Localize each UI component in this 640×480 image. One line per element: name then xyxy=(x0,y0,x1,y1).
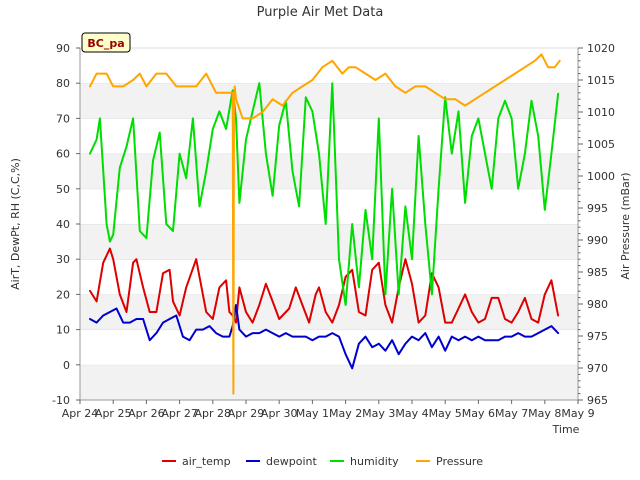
x-tick-label: May 3 xyxy=(362,407,395,420)
y2-tick-label: 1005 xyxy=(587,138,615,151)
x-tick-label: May 1 xyxy=(296,407,329,420)
grid-band xyxy=(80,259,578,295)
x-tick-label: Apr 30 xyxy=(261,407,298,420)
y-tick-label: 0 xyxy=(63,359,70,372)
x-tick-label: Apr 25 xyxy=(95,407,132,420)
legend-label-air-temp: air_temp xyxy=(182,455,231,468)
x-tick-label: May 5 xyxy=(429,407,462,420)
x-tick-label: May 6 xyxy=(462,407,495,420)
y2-tick-label: 985 xyxy=(587,266,608,279)
x-tick-label: Apr 26 xyxy=(128,407,165,420)
y2-tick-label: 1020 xyxy=(587,42,615,55)
x-tick-label: Apr 27 xyxy=(161,407,198,420)
legend: air_temp dewpoint humidity Pressure xyxy=(162,455,483,468)
y-tick-label: -10 xyxy=(52,394,70,407)
y2-tick-label: 1015 xyxy=(587,74,615,87)
x-tick-label: May 2 xyxy=(329,407,362,420)
y2-tick-label: 975 xyxy=(587,330,608,343)
series-line-air-temp xyxy=(89,247,560,324)
series-line-dewpoint xyxy=(89,304,560,370)
series-lines xyxy=(89,53,561,395)
grid-band xyxy=(80,224,578,260)
x-tick-label: Apr 29 xyxy=(228,407,265,420)
x-tick-label: May 8 xyxy=(528,407,561,420)
grid-band xyxy=(80,83,578,119)
y-tick-label: 60 xyxy=(56,148,70,161)
site-badge: BC_pa xyxy=(81,32,131,53)
y2-axis-ticks: 965 970 975 980 985 990 995 1000 1005 1010 1015 102… xyxy=(578,42,615,407)
y-tick-label: 70 xyxy=(56,112,70,125)
chart-title: Purple Air Met Data xyxy=(257,5,384,20)
grid-bands xyxy=(80,47,578,400)
grid-band xyxy=(80,188,578,224)
y-axis-ticks: -10 0 10 20 30 40 50 60 70 80 90 xyxy=(52,42,80,407)
site-badge-label: BC_pa xyxy=(87,37,124,50)
y-tick-label: 80 xyxy=(56,77,70,90)
x-tick-label: May 7 xyxy=(495,407,528,420)
y2-tick-label: 1010 xyxy=(587,106,615,119)
y2-tick-label: 970 xyxy=(587,362,608,375)
x-axis-label: Time xyxy=(552,423,580,436)
grid-band xyxy=(80,364,578,400)
y-tick-label: 90 xyxy=(56,42,70,55)
y2-tick-label: 990 xyxy=(587,234,608,247)
series-line-humidity xyxy=(89,82,560,306)
y-tick-label: 10 xyxy=(56,324,70,337)
y-tick-label: 20 xyxy=(56,288,70,301)
y-tick-label: 30 xyxy=(56,253,70,266)
x-tick-label: May 9 xyxy=(561,407,594,420)
y2-axis-label: Air Pressure (mBar) xyxy=(619,172,632,279)
series-line-pressure xyxy=(89,53,561,395)
legend-label-dewpoint: dewpoint xyxy=(266,455,317,468)
x-tick-label: May 4 xyxy=(395,407,428,420)
y-axis-label: AirT, DewPt, RH (C,C,%) xyxy=(9,158,22,290)
legend-label-humidity: humidity xyxy=(350,455,399,468)
grid-band xyxy=(80,48,578,84)
x-tick-label: Apr 24 xyxy=(62,407,99,420)
y2-tick-label: 980 xyxy=(587,298,608,311)
y-tick-label: 50 xyxy=(56,183,70,196)
y2-tick-label: 995 xyxy=(587,202,608,215)
legend-label-pressure: Pressure xyxy=(436,455,483,468)
y2-tick-label: 965 xyxy=(587,394,608,407)
x-tick-label: Apr 28 xyxy=(195,407,232,420)
y2-tick-label: 1000 xyxy=(587,170,615,183)
y-tick-label: 40 xyxy=(56,218,70,231)
